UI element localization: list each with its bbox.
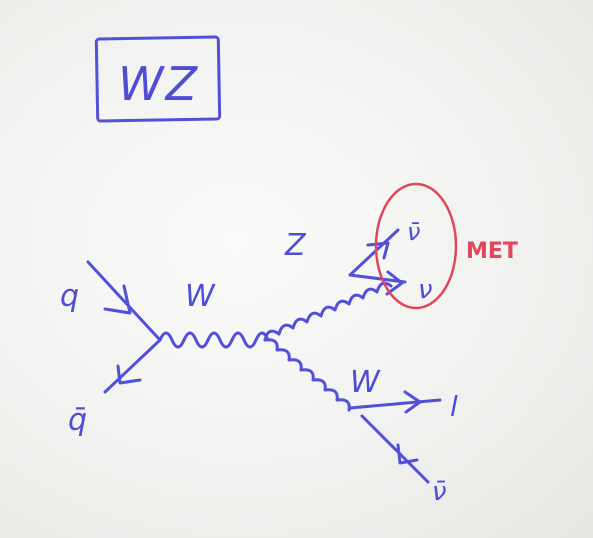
met-label: MET xyxy=(466,239,518,264)
lepton-label: l xyxy=(450,390,458,423)
met-circle xyxy=(374,182,458,310)
lepton-line xyxy=(348,398,442,410)
z-antineutrino-label: ν̄ xyxy=(407,218,420,246)
w-propagator-label: W xyxy=(185,279,216,314)
w-antineutrino-arrow xyxy=(396,443,419,465)
title-box xyxy=(94,35,222,123)
z-antineutrino-line xyxy=(348,228,400,277)
antiquark-label: q̄ xyxy=(68,403,87,438)
quark-arrow xyxy=(103,284,132,315)
w-boson-label: W xyxy=(350,365,381,400)
z-neutrino-arrow xyxy=(385,270,404,296)
w-propagator-line xyxy=(158,331,270,349)
diagram-title: WZ xyxy=(118,57,199,111)
z-boson-label: Z xyxy=(284,228,307,263)
z-neutrino-label: ν xyxy=(418,275,433,305)
w-boson-line xyxy=(263,338,351,412)
antiquark-arrow xyxy=(116,364,142,385)
quark-label: q xyxy=(60,279,79,314)
z-neutrino-line xyxy=(348,273,407,284)
quark-line xyxy=(86,260,162,342)
w-antineutrino-label: ν̄ xyxy=(432,477,447,507)
z-boson-line xyxy=(263,281,393,342)
z-antineutrino-arrow xyxy=(366,241,390,260)
lepton-arrow xyxy=(403,390,422,414)
w-antineutrino-line xyxy=(360,414,430,484)
antiquark-line xyxy=(103,338,162,394)
